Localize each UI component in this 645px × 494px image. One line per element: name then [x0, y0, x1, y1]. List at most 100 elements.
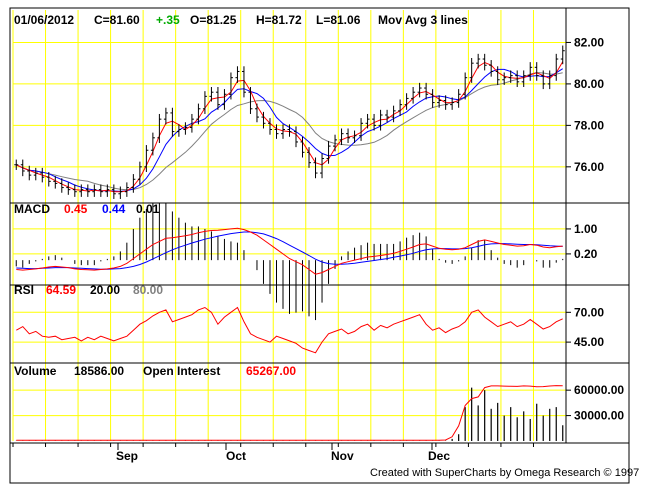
price-bar-36 [248, 87, 253, 114]
price-bar-13 [98, 184, 103, 197]
price-bar-4 [40, 167, 45, 183]
price-bar-11 [85, 184, 90, 197]
price-bar-42 [287, 124, 292, 137]
price-bar-78 [521, 70, 526, 88]
price-bar-70 [469, 57, 474, 83]
macd-tick-label-0: 1.00 [574, 222, 598, 236]
price-bar-26 [183, 122, 188, 135]
price-bar-73 [489, 60, 494, 77]
price-bar-52 [352, 130, 357, 143]
header-change: +.35 [156, 13, 180, 27]
rsi-panel [16, 306, 563, 354]
price-bar-18 [131, 174, 136, 193]
price-bar-61 [411, 87, 416, 104]
price-bar-68 [456, 89, 461, 108]
price-bar-54 [365, 113, 370, 129]
price-bar-59 [398, 99, 403, 117]
rsi-value: 64.59 [46, 283, 76, 297]
price-bar-55 [372, 113, 377, 131]
price-bar-23 [163, 107, 168, 125]
price-bar-27 [189, 113, 194, 133]
price-bar-2 [27, 165, 32, 181]
price-bar-67 [450, 97, 455, 110]
price-bar-46 [313, 157, 318, 179]
price-bar-25 [176, 124, 181, 137]
price-bar-84 [560, 45, 565, 65]
price-bar-34 [235, 66, 240, 83]
price-bar-10 [79, 184, 84, 197]
price-bar-57 [385, 109, 390, 123]
price-bar-72 [482, 53, 487, 71]
price-bar-24 [170, 107, 175, 137]
price-bar-39 [267, 118, 272, 135]
price-bar-77 [515, 70, 520, 88]
open-interest-value: 65267.00 [246, 364, 296, 378]
price-bar-1 [20, 159, 25, 177]
price-tick-label-2: 78.00 [574, 118, 604, 132]
macd-value-3: 0.01 [136, 202, 160, 216]
macd-label: MACD [14, 202, 50, 216]
open-interest-label: Open Interest [143, 364, 220, 378]
price-bar-66 [443, 95, 448, 110]
price-bar-32 [222, 89, 227, 110]
price-tick-label-0: 82.00 [574, 35, 604, 49]
price-bar-44 [300, 136, 305, 158]
price-bar-49 [333, 134, 338, 152]
header-study: Mov Avg 3 lines [378, 13, 468, 27]
credit-text: Created with SuperCharts by Omega Resear… [370, 467, 639, 479]
price-bar-21 [150, 132, 155, 156]
price-bar-75 [502, 72, 507, 85]
price-bar-3 [33, 167, 38, 181]
price-bar-19 [137, 161, 142, 185]
price-tick-label-3: 76.00 [574, 160, 604, 174]
rsi-level-1: 20.00 [90, 283, 120, 297]
month-label-oct: Oct [226, 449, 246, 463]
rsi-level-2: 80.00 [133, 283, 163, 297]
price-bar-69 [463, 72, 468, 100]
volume-value: 18586.00 [74, 364, 124, 378]
header-close: C=81.60 [94, 13, 140, 27]
month-label-sep: Sep [116, 449, 138, 463]
price-bar-65 [437, 95, 442, 108]
panel-backgrounds [13, 9, 566, 443]
price-bar-51 [346, 128, 351, 143]
open-interest-line [16, 385, 563, 441]
price-bar-16 [118, 186, 123, 199]
price-bar-64 [430, 89, 435, 108]
rsi-tick-label-0: 70.00 [574, 305, 604, 319]
price-bar-43 [294, 126, 299, 148]
header-high: H=81.72 [256, 13, 302, 27]
price-bar-17 [124, 182, 129, 197]
price-bar-63 [424, 82, 429, 100]
price-bar-29 [202, 91, 207, 114]
price-bar-47 [320, 153, 325, 179]
price-bar-31 [215, 87, 220, 110]
price-bar-38 [261, 111, 266, 129]
price-bar-0 [14, 159, 19, 170]
price-bar-71 [476, 53, 481, 69]
right-axis: 82.00 80.00 78.00 76.00 1.00 0.20 70.00 45.00 60… [10, 8, 629, 450]
price-bar-45 [307, 147, 312, 168]
price-bar-82 [547, 70, 552, 90]
macd-line [16, 227, 563, 275]
price-bar-30 [209, 87, 214, 102]
price-bar-37 [254, 103, 259, 123]
rsi-line [16, 306, 563, 354]
price-bar-5 [46, 172, 51, 187]
price-bar-15 [111, 184, 116, 199]
price-bar-58 [391, 105, 396, 123]
price-bar-62 [417, 82, 422, 98]
price-bar-80 [534, 62, 539, 81]
price-bar-76 [508, 70, 513, 83]
macd-value-2: 0.44 [102, 202, 126, 216]
price-bar-48 [326, 140, 331, 164]
price-bar-33 [228, 72, 233, 100]
price-panel [14, 45, 565, 199]
header-date: 01/06/2012 [14, 13, 74, 27]
price-bar-83 [554, 53, 559, 81]
price-bar-60 [404, 93, 409, 110]
header-open: O=81.25 [190, 13, 237, 27]
price-bar-35 [241, 66, 246, 98]
volume-tick-label-1: 30000.00 [574, 409, 624, 423]
